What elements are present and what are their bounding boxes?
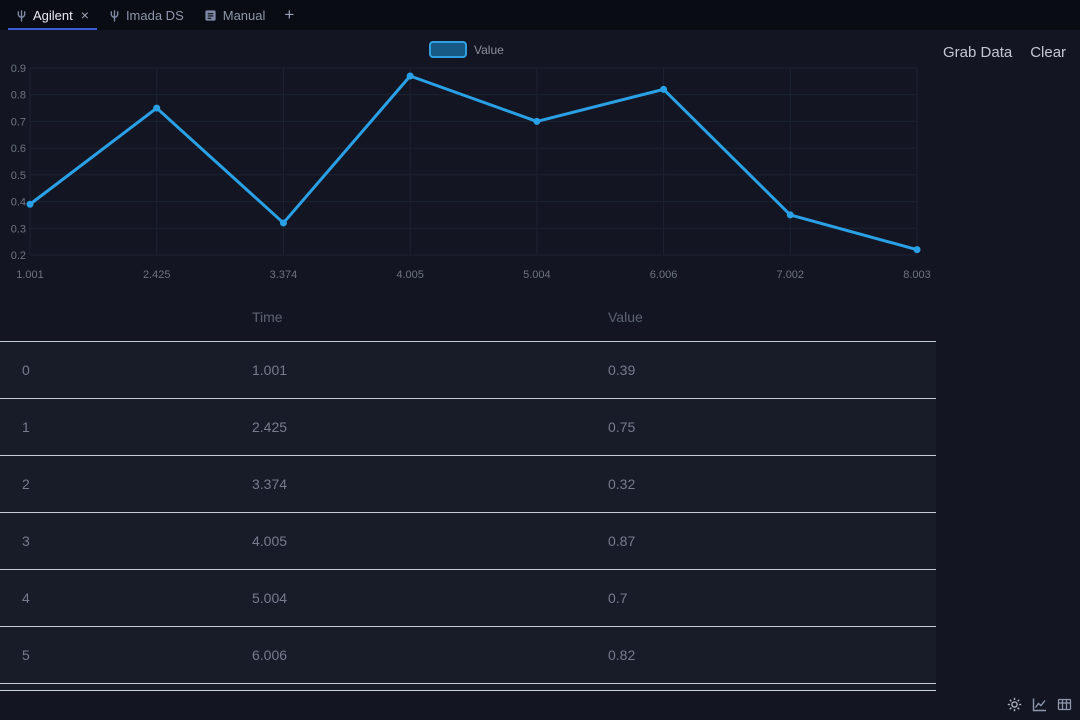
main-area: 0.2 0.3 0.4 0.5 0.6 0.7 0.8 0.9 1.001 2.425 3.374 4… [0,30,1080,720]
table-row: 5 6.006 0.82 [0,626,936,683]
tab-manual[interactable]: Manual [194,0,276,30]
x-axis-label: 5.004 [523,269,551,281]
table-row-partial [0,683,936,690]
legend-label[interactable]: Value [474,43,504,57]
table-row: 2 3.374 0.32 [0,455,936,512]
content-panel: 0.2 0.3 0.4 0.5 0.6 0.7 0.8 0.9 1.001 2.425 3.374 4… [0,30,936,720]
x-axis-label: 1.001 [16,269,44,281]
data-point[interactable] [279,219,287,227]
x-axis-label: 7.002 [777,269,805,281]
y-axis-label: 0.4 [11,197,26,209]
y-axis-label: 0.7 [11,116,26,128]
chart-area: 0.2 0.3 0.4 0.5 0.6 0.7 0.8 0.9 1.001 2.425 3.374 4… [0,30,936,292]
table-cell: 0.75 [608,419,636,435]
table-cell: 0.87 [608,533,636,549]
y-axis-label: 0.3 [11,223,26,235]
status-bar [1007,697,1072,712]
y-axis-label: 0.2 [11,250,26,262]
x-axis-label: 8.003 [903,269,931,281]
tab-agilent[interactable]: Agilent × [6,0,99,30]
header-cell-value: Value [608,308,643,325]
table-cell: 0.32 [608,476,636,492]
gear-icon[interactable] [1007,697,1022,712]
table-cell: 3 [22,533,30,549]
data-point[interactable] [660,85,668,93]
table-cell: 6.006 [252,647,288,663]
legend-swatch[interactable] [429,41,467,58]
table-cell: 2.425 [252,419,288,435]
table-row: 3 4.005 0.87 [0,512,936,569]
table-cell: 5.004 [252,590,288,606]
table-cell: 0 [22,362,30,378]
device-icon [110,9,119,22]
tab-bar: Agilent × Imada DS Manual + [0,0,1080,30]
table-cell: 4 [22,590,30,606]
clear-button[interactable]: Clear [1030,44,1067,61]
table-cell: 1.001 [252,362,288,378]
table-header: Time Value [0,292,936,341]
table-cell: 5 [22,647,30,663]
table-cell: 0.82 [608,647,636,663]
x-axis-label: 4.005 [396,269,424,281]
table-cell: 2 [22,476,30,492]
y-axis-label: 0.5 [11,170,26,182]
table-cell: 3.374 [252,476,288,492]
new-tab-button[interactable]: + [284,5,295,24]
data-point[interactable] [26,200,34,208]
table-icon[interactable] [1057,697,1072,712]
active-tab-indicator [8,28,97,30]
line-chart: 0.2 0.3 0.4 0.5 0.6 0.7 0.8 0.9 1.001 2.425 3.374 4… [11,41,931,281]
y-axis-label: 0.6 [11,143,26,155]
table-cell: 4.005 [252,533,288,549]
data-point[interactable] [786,211,794,219]
data-point[interactable] [406,72,414,80]
tab-label: Agilent [33,7,73,23]
table-row: 4 5.004 0.7 [0,569,936,626]
x-axis-label: 6.006 [650,269,678,281]
header-cell-time: Time [252,308,283,325]
data-point[interactable] [913,246,921,254]
table-row: 0 1.001 0.39 [0,341,936,398]
side-actions: Grab Data Clear [936,30,1080,61]
tab-label: Imada DS [125,7,184,23]
table-body: 0 1.001 0.39 1 2.425 0.75 2 3.374 0.32 3 4.005 0.87… [0,341,936,690]
table-cell: 1 [22,419,30,435]
y-axis-label: 0.9 [11,63,26,75]
series-line [28,74,919,252]
x-axis-label: 2.425 [143,269,171,281]
tab-imada-ds[interactable]: Imada DS [99,0,194,30]
table-cell: 0.7 [608,590,628,606]
x-axis-label: 3.374 [270,269,298,281]
close-icon[interactable]: × [80,7,89,23]
tab-label: Manual [222,7,266,23]
grab-data-button[interactable]: Grab Data [943,44,1013,61]
y-axis-label: 0.8 [11,90,26,102]
data-table: Time Value 0 1.001 0.39 1 2.425 0.75 2 3.374 0.3… [0,292,936,691]
data-point[interactable] [533,117,541,125]
line-chart-icon[interactable] [1032,697,1047,712]
device-icon [17,9,26,22]
table-row: 1 2.425 0.75 [0,398,936,455]
manual-icon [205,9,216,21]
data-point[interactable] [153,104,161,112]
side-panel: Grab Data Clear [936,30,1080,720]
table-cell: 0.39 [608,362,636,378]
